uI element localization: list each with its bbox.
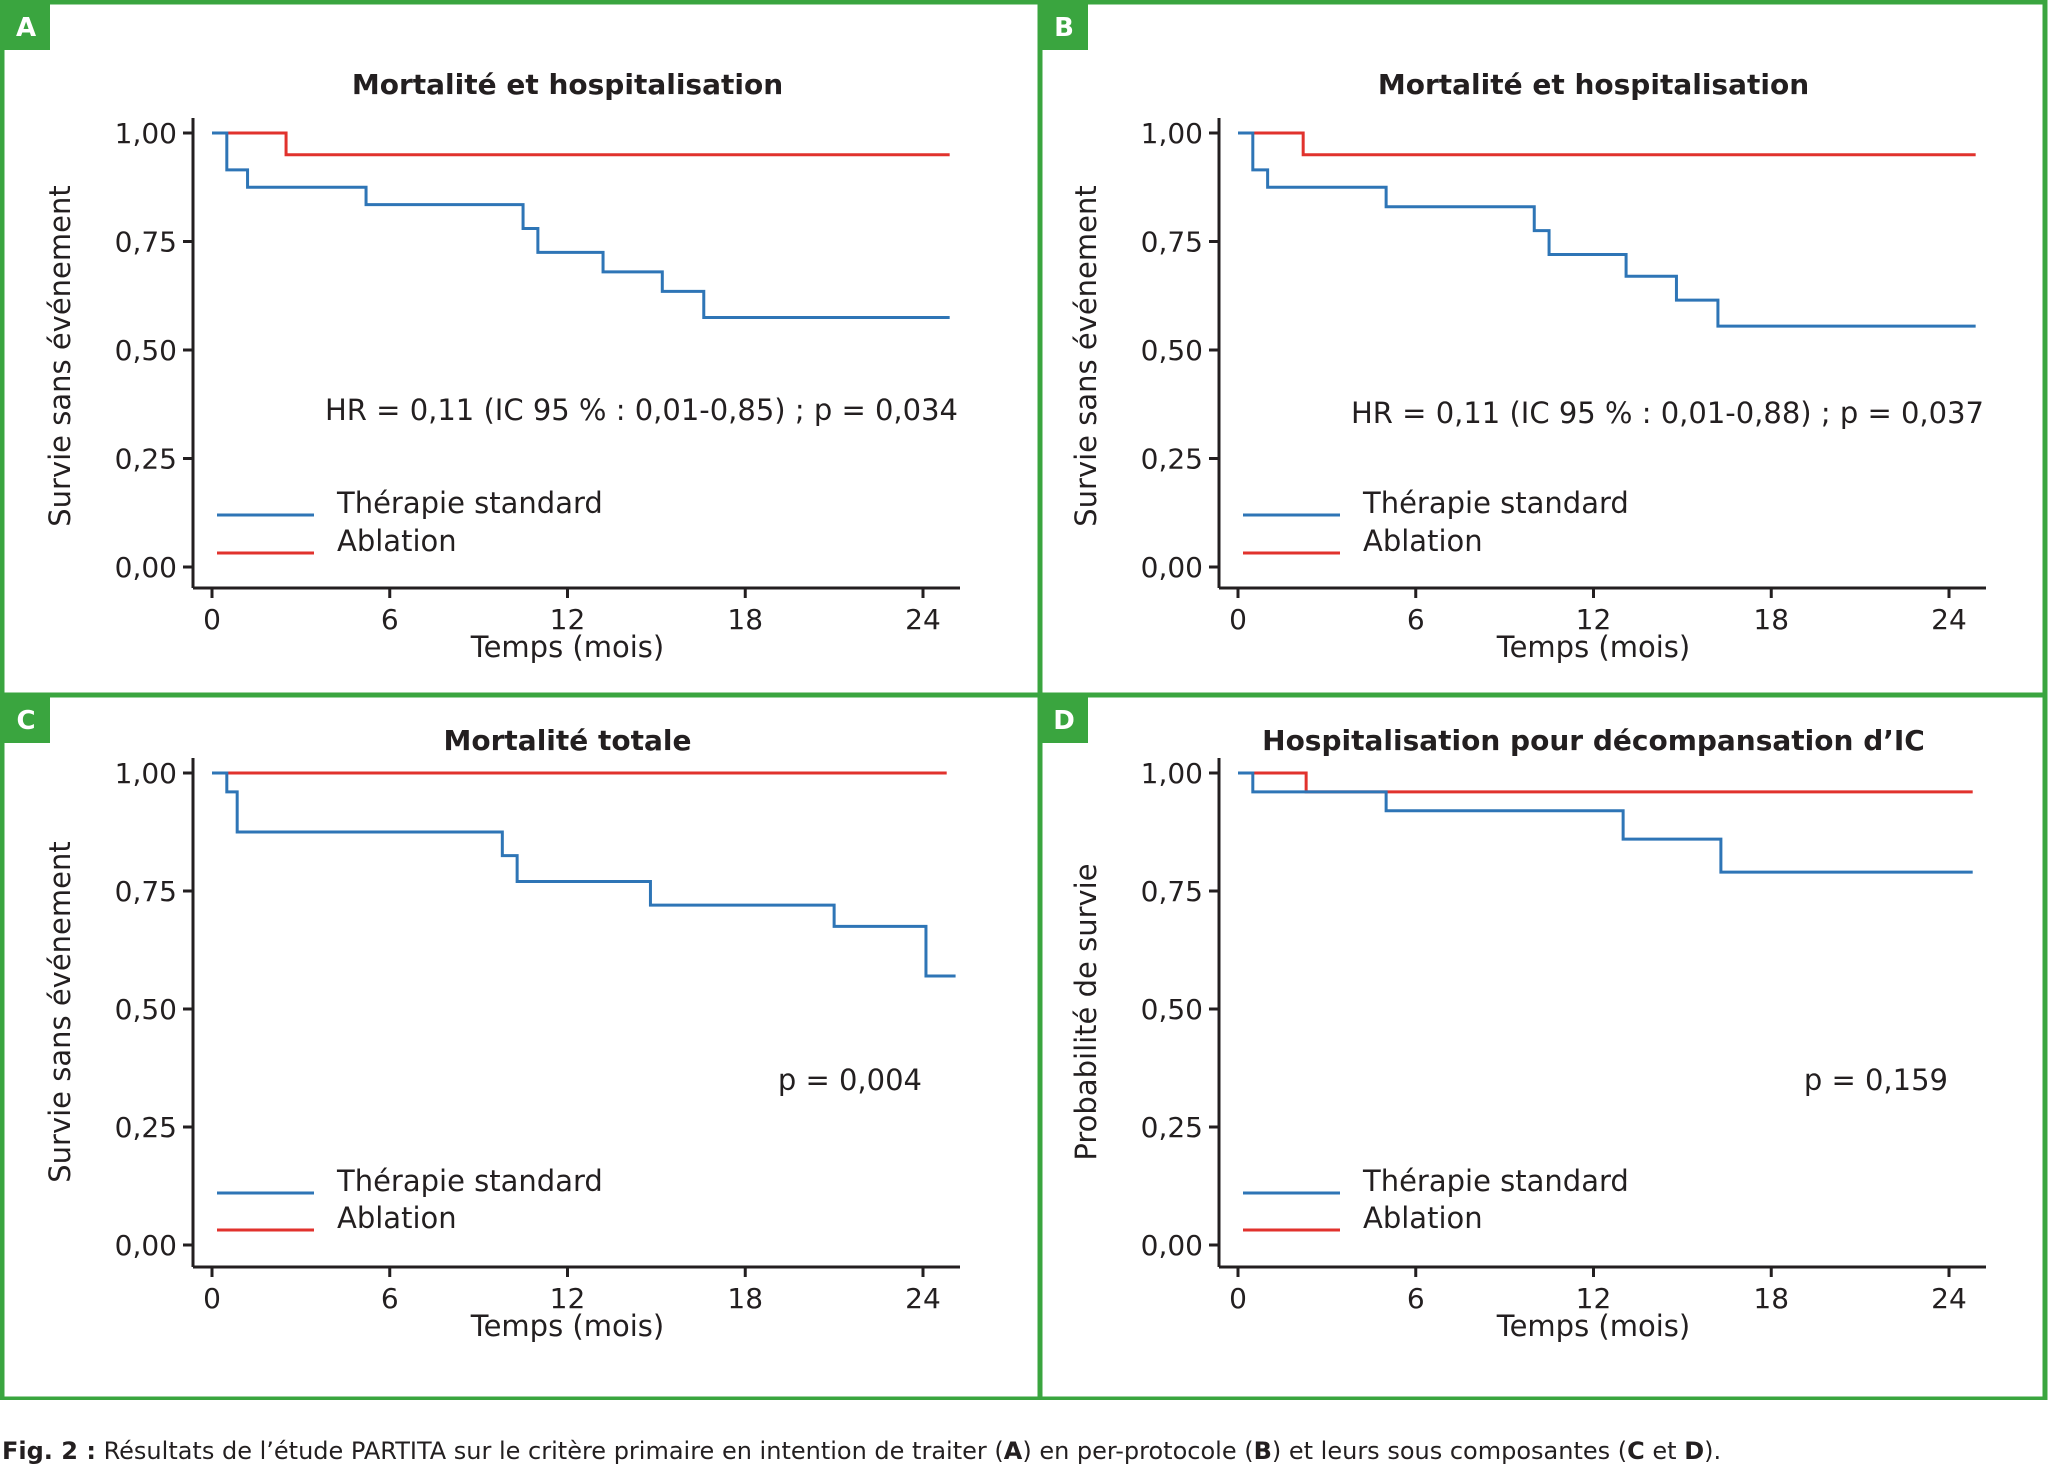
- x-tick-label: 6: [1407, 603, 1425, 636]
- x-tick-label: 0: [203, 603, 221, 636]
- series-line-standard: [1238, 131, 1976, 328]
- y-tick-label: 0,75: [115, 226, 177, 259]
- x-tick-label: 0: [1229, 1282, 1247, 1315]
- panel-frame: [0, 0, 1043, 698]
- x-tick-label: 24: [905, 1282, 941, 1315]
- caption-text-4: et: [1644, 1437, 1685, 1465]
- x-tick-label: 24: [1931, 1282, 1967, 1315]
- x-tick-label: 18: [727, 603, 763, 636]
- caption-ref-b: B: [1253, 1437, 1272, 1465]
- panel-badge: [2, 695, 50, 743]
- panel-letter: B: [1054, 13, 1074, 43]
- x-tick-label: 0: [203, 1282, 221, 1315]
- y-tick-label: 0,25: [115, 443, 177, 476]
- legend-label: Ablation: [337, 1201, 457, 1235]
- y-tick-label: 0,25: [115, 1111, 177, 1144]
- y-tick-label: 0,00: [1141, 551, 1203, 584]
- y-tick-label: 0,50: [115, 993, 177, 1026]
- x-tick-label: 12: [550, 603, 586, 636]
- y-tick-label: 0,00: [1141, 1229, 1203, 1262]
- panel-letter: A: [16, 13, 36, 43]
- stat-annotation: p = 0,159: [1804, 1063, 1948, 1097]
- y-tick-label: 0,00: [115, 1229, 177, 1262]
- x-axis-label: Temps (mois): [1496, 630, 1690, 664]
- legend-label: Thérapie standard: [1362, 1164, 1629, 1198]
- y-tick-label: 0,25: [1141, 443, 1203, 476]
- panel-c: C Mortalité totale 0,00 0,25 0,50 0,75 1,00 0 6 1…: [0, 692, 1043, 1400]
- y-tick-label: 0,75: [115, 875, 177, 908]
- panel-badge: [1040, 695, 1088, 743]
- caption-text-3: ) et leurs sous composantes (: [1271, 1437, 1628, 1465]
- series-line-ablation: [1238, 771, 1973, 794]
- y-tick-label: 0,50: [1141, 334, 1203, 367]
- x-tick-label: 6: [1407, 1282, 1425, 1315]
- legend-label: Ablation: [1363, 524, 1483, 558]
- caption-text-2: ) en per-protocole (: [1022, 1437, 1254, 1465]
- x-axis-label: Temps (mois): [470, 1309, 664, 1343]
- y-axis-label: Survie sans événement: [43, 841, 77, 1183]
- legend-label: Ablation: [337, 524, 457, 558]
- panel-letter: C: [16, 706, 35, 736]
- stat-annotation: p = 0,004: [778, 1063, 922, 1097]
- y-tick-label: 1,00: [1141, 757, 1203, 790]
- caption-ref-a: A: [1003, 1437, 1023, 1465]
- panel-frame: [1037, 692, 2048, 1400]
- x-axis-label: Temps (mois): [470, 630, 664, 664]
- panel-frame: [0, 692, 1043, 1400]
- x-tick-label: 18: [727, 1282, 763, 1315]
- y-tick-label: 1,00: [1141, 117, 1203, 150]
- x-tick-label: 12: [1576, 603, 1612, 636]
- x-tick-label: 6: [381, 1282, 399, 1315]
- caption-text-1: Résultats de l’étude PARTITA sur le crit…: [95, 1437, 1004, 1465]
- y-tick-label: 0,75: [1141, 875, 1203, 908]
- chart-title: Mortalité et hospitalisation: [1378, 68, 1809, 101]
- panel-letter: D: [1053, 706, 1075, 736]
- x-tick-label: 18: [1753, 603, 1789, 636]
- stat-annotation: HR = 0,11 (IC 95 % : 0,01-0,85) ; p = 0,…: [325, 393, 958, 427]
- y-tick-label: 0,75: [1141, 226, 1203, 259]
- legend-label: Thérapie standard: [1362, 486, 1629, 520]
- y-axis-label: Probabilité de survie: [1069, 863, 1103, 1160]
- caption-ref-c: C: [1627, 1437, 1645, 1465]
- panel-a: A Mortalité et hospitalisation 0,00 0,25 0,5…: [0, 0, 1043, 698]
- figure-caption: Fig. 2 : Résultats de l’étude PARTITA su…: [2, 1437, 2042, 1465]
- series-line-standard: [1238, 771, 1973, 874]
- y-tick-label: 1,00: [115, 757, 177, 790]
- x-tick-label: 24: [905, 603, 941, 636]
- figure: A Mortalité et hospitalisation 0,00 0,25 0,5…: [0, 0, 2048, 1400]
- x-tick-label: 0: [1229, 603, 1247, 636]
- chart-title: Mortalité totale: [444, 724, 692, 757]
- panel-badge: [2, 2, 50, 50]
- y-tick-label: 0,50: [115, 334, 177, 367]
- y-tick-label: 0,00: [115, 551, 177, 584]
- x-tick-label: 24: [1931, 603, 1967, 636]
- panel-badge: [1040, 2, 1088, 50]
- legend-label: Ablation: [1363, 1201, 1483, 1235]
- stat-annotation: HR = 0,11 (IC 95 % : 0,01-0,88) ; p = 0,…: [1351, 396, 1984, 430]
- chart-title: Mortalité et hospitalisation: [352, 68, 783, 101]
- series-line-standard: [212, 131, 950, 319]
- y-axis-label: Survie sans événement: [43, 185, 77, 527]
- y-tick-label: 0,50: [1141, 993, 1203, 1026]
- caption-ref-d: D: [1684, 1437, 1705, 1465]
- legend-label: Thérapie standard: [336, 1164, 603, 1198]
- x-tick-label: 18: [1753, 1282, 1789, 1315]
- x-tick-label: 6: [381, 603, 399, 636]
- y-tick-label: 0,25: [1141, 1111, 1203, 1144]
- series-line-standard: [212, 771, 956, 978]
- x-axis-label: Temps (mois): [1496, 1309, 1690, 1343]
- series-line-ablation: [1238, 131, 1976, 157]
- panel-d: D Hospitalisation pour décompansation d’I…: [1037, 692, 2048, 1400]
- panel-b: B Mortalité et hospitalisation 0,00 0,25 0,5…: [1037, 0, 2048, 698]
- y-axis-label: Survie sans événement: [1069, 185, 1103, 527]
- legend-label: Thérapie standard: [336, 486, 603, 520]
- x-tick-label: 12: [550, 1282, 586, 1315]
- chart-title: Hospitalisation pour décompansation d’IC: [1262, 724, 1925, 757]
- caption-prefix: Fig. 2 :: [2, 1437, 96, 1465]
- caption-text-5: ).: [1704, 1437, 1722, 1465]
- x-tick-label: 12: [1576, 1282, 1612, 1315]
- y-tick-label: 1,00: [115, 117, 177, 150]
- series-line-ablation: [212, 131, 950, 157]
